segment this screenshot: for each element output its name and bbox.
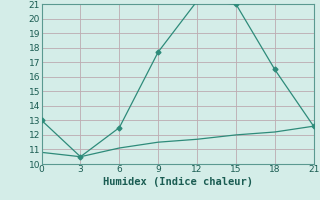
X-axis label: Humidex (Indice chaleur): Humidex (Indice chaleur) [103, 177, 252, 187]
